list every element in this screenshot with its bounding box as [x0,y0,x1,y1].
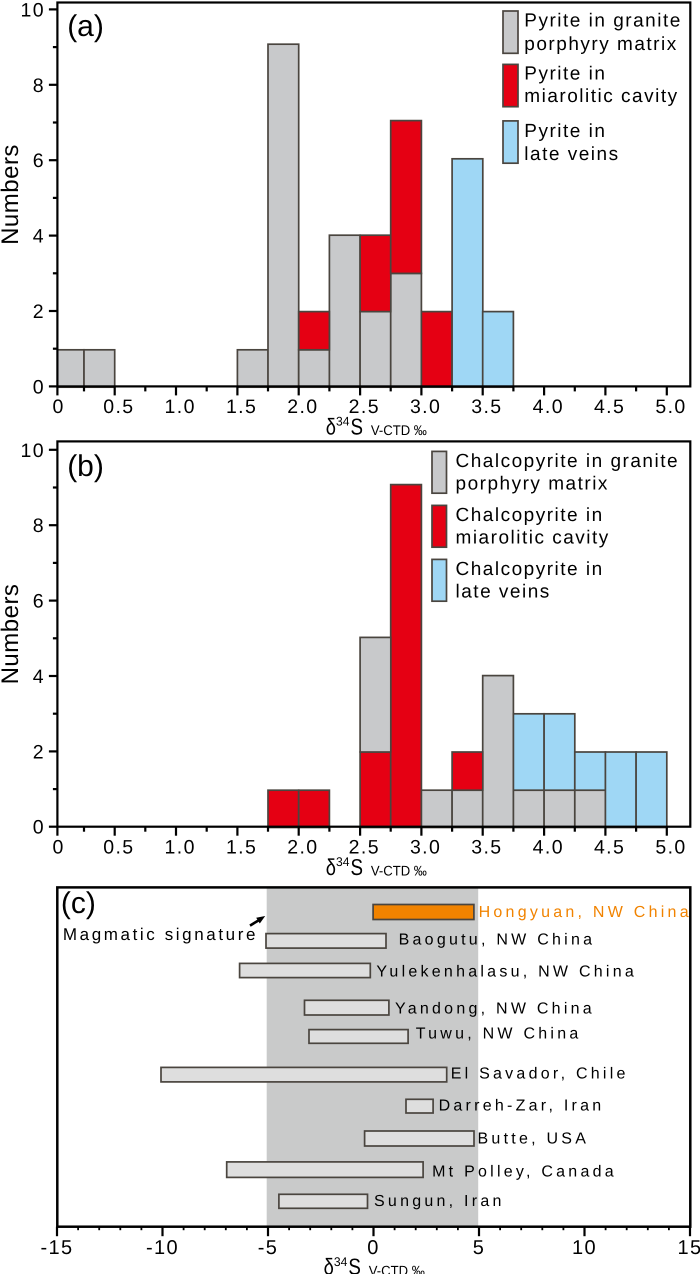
svg-text:10: 10 [21,0,46,21]
svg-text:4.5: 4.5 [594,836,625,858]
svg-text:Numbers: Numbers [0,584,24,685]
svg-text:15: 15 [677,1237,700,1259]
svg-text:0: 0 [367,1237,380,1259]
svg-text:(a): (a) [67,10,104,43]
svg-text:0.5: 0.5 [103,836,134,858]
svg-text:Pyrite in granite: Pyrite in granite [524,11,682,32]
svg-text:Sungun, Iran: Sungun, Iran [374,1193,505,1210]
svg-text:V-CTD ‰: V-CTD ‰ [371,422,427,438]
svg-text:2.0: 2.0 [287,396,318,418]
svg-text:3.5: 3.5 [471,396,502,418]
svg-text:miarolitic cavity: miarolitic cavity [524,86,678,107]
svg-text:10: 10 [572,1237,597,1259]
svg-text:porphyry matrix: porphyry matrix [456,473,609,494]
svg-text:-10: -10 [146,1237,179,1259]
svg-text:δ: δ [326,413,336,439]
svg-text:Pyrite in: Pyrite in [524,121,606,142]
svg-text:6: 6 [33,591,45,613]
svg-text:3.5: 3.5 [471,836,502,858]
svg-text:6: 6 [33,150,45,172]
svg-text:4: 4 [33,666,45,688]
svg-text:S: S [351,413,364,439]
svg-text:0: 0 [52,396,64,418]
svg-text:5.0: 5.0 [655,836,686,858]
svg-text:Numbers: Numbers [0,144,24,245]
svg-text:2.0: 2.0 [287,836,318,858]
svg-text:late veins: late veins [456,581,551,602]
svg-text:-5: -5 [258,1237,279,1259]
svg-text:34: 34 [336,855,350,869]
svg-text:1.0: 1.0 [165,396,196,418]
svg-text:Magmatic signature: Magmatic signature [63,925,258,944]
svg-text:S: S [351,854,364,880]
svg-text:4: 4 [33,226,45,248]
svg-text:2: 2 [33,301,45,323]
svg-text:(c): (c) [61,887,96,920]
svg-text:2: 2 [33,741,45,763]
svg-text:S: S [348,1254,361,1274]
svg-text:Pyrite in: Pyrite in [524,63,606,84]
svg-text:(b): (b) [67,450,104,483]
svg-text:3.0: 3.0 [410,836,441,858]
svg-text:Butte, USA: Butte, USA [478,1131,590,1148]
svg-text:5: 5 [473,1237,486,1259]
svg-text:V-CTD ‰: V-CTD ‰ [369,1262,425,1274]
svg-text:Yandong, NW China: Yandong, NW China [395,1001,595,1018]
svg-text:δ: δ [326,854,336,880]
svg-text:2.5: 2.5 [349,396,380,418]
svg-text:0: 0 [33,376,45,398]
svg-text:1.5: 1.5 [226,396,257,418]
svg-text:34: 34 [334,1255,348,1269]
svg-text:3.0: 3.0 [410,396,441,418]
svg-text:El Savador, Chile: El Savador, Chile [451,1066,629,1083]
svg-text:2.5: 2.5 [349,836,380,858]
svg-text:4.0: 4.0 [533,396,564,418]
svg-text:late veins: late veins [524,144,619,165]
svg-text:Mt Polley, Canada: Mt Polley, Canada [432,1164,617,1181]
svg-text:8: 8 [33,75,45,97]
svg-text:8: 8 [33,515,45,537]
svg-text:4.5: 4.5 [594,396,625,418]
svg-text:Yulekenhalasu, NW China: Yulekenhalasu, NW China [376,964,637,981]
svg-text:δ: δ [324,1254,334,1274]
svg-text:Darreh-Zar, Iran: Darreh-Zar, Iran [439,1098,605,1115]
svg-text:Chalcopyrite in granite: Chalcopyrite in granite [456,451,680,472]
svg-text:porphyry matrix: porphyry matrix [524,34,677,55]
svg-text:-15: -15 [40,1237,73,1259]
svg-text:34: 34 [336,415,350,429]
svg-text:5.0: 5.0 [655,396,686,418]
svg-text:4.0: 4.0 [533,836,564,858]
svg-text:0: 0 [52,836,64,858]
svg-text:V-CTD ‰: V-CTD ‰ [371,863,427,879]
svg-text:Chalcopyrite in: Chalcopyrite in [456,505,604,526]
svg-text:0.5: 0.5 [103,396,134,418]
svg-text:Chalcopyrite in: Chalcopyrite in [456,559,604,580]
svg-text:Baogutu, NW China: Baogutu, NW China [399,931,596,948]
svg-text:Hongyuan, NW China: Hongyuan, NW China [479,904,692,921]
svg-text:miarolitic cavity: miarolitic cavity [456,527,610,548]
svg-text:1.0: 1.0 [165,836,196,858]
svg-text:0: 0 [33,817,45,839]
svg-text:1.5: 1.5 [226,836,257,858]
svg-text:Tuwu, NW China: Tuwu, NW China [416,1026,582,1043]
svg-text:10: 10 [21,440,46,462]
